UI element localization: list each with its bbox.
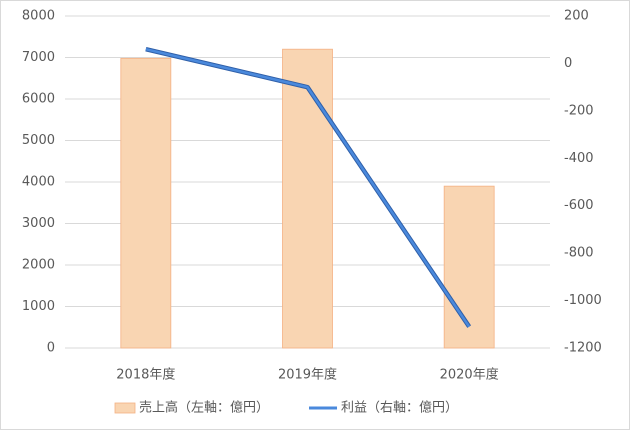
y-tick-label: 8000 xyxy=(22,9,55,24)
y2-tick-label: -600 xyxy=(564,198,594,213)
y2-tick-label: -1200 xyxy=(564,341,602,356)
y2-tick-label: -200 xyxy=(564,103,594,118)
y-tick-label: 0 xyxy=(47,341,55,356)
legend-label: 売上高（左軸：億円） xyxy=(139,400,269,416)
y2-tick-label: -1000 xyxy=(564,293,602,308)
y-tick-label: 3000 xyxy=(22,216,55,231)
y-tick-label: 7000 xyxy=(22,50,55,65)
y2-tick-label: -800 xyxy=(564,246,594,261)
y2-tick-label: 200 xyxy=(564,9,589,24)
y2-tick-label: 0 xyxy=(564,56,572,71)
y-tick-label: 4000 xyxy=(22,175,55,190)
bar xyxy=(443,185,495,349)
x-tick-label: 2019年度 xyxy=(278,367,337,383)
y2-tick-label: -400 xyxy=(564,151,594,166)
y-tick-label: 2000 xyxy=(22,258,55,273)
legend-swatch xyxy=(114,402,136,414)
line-inner xyxy=(145,47,471,328)
x-tick-label: 2018年度 xyxy=(116,367,175,383)
bar xyxy=(282,48,333,349)
x-tick-label: 2020年度 xyxy=(440,367,499,383)
y-tick-label: 1000 xyxy=(22,299,55,314)
y-tick-label: 5000 xyxy=(22,133,55,148)
legend-label: 利益（右軸：億円） xyxy=(341,400,458,416)
y-tick-label: 6000 xyxy=(22,92,55,107)
bar xyxy=(120,57,172,349)
